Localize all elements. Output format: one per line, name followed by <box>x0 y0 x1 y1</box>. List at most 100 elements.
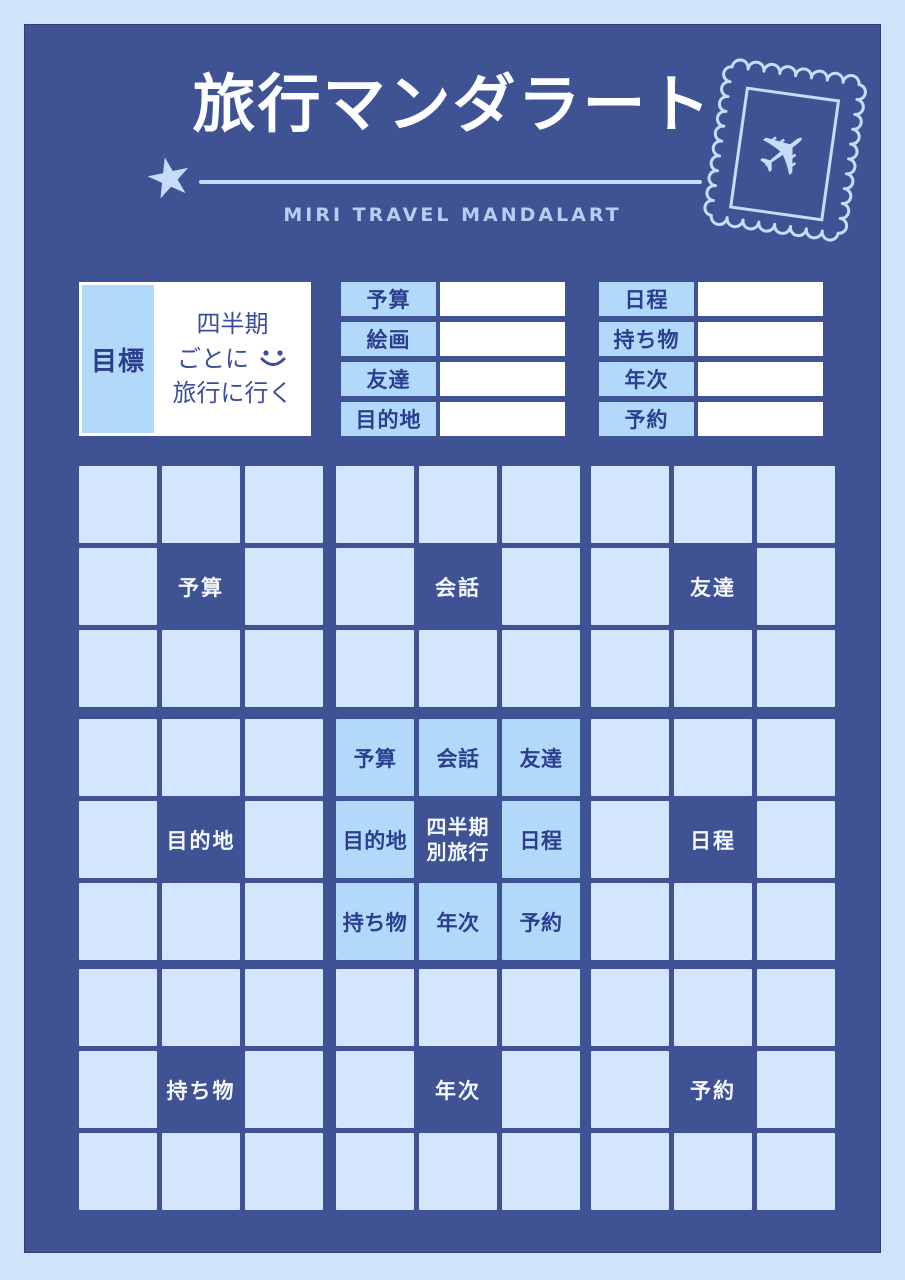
grid-cell[interactable] <box>79 630 157 707</box>
grid-cell[interactable] <box>502 1133 580 1210</box>
page-subtitle: MIRI TRAVEL MANDALART <box>283 204 622 226</box>
grid-cell[interactable] <box>757 883 835 960</box>
grid-cell[interactable] <box>502 969 580 1046</box>
grid-cell[interactable] <box>757 719 835 796</box>
grid-cell[interactable] <box>502 548 580 625</box>
subgrid-center-label: 予算 <box>162 548 240 625</box>
grid-cell[interactable] <box>591 1133 669 1210</box>
grid-cell[interactable] <box>336 1133 414 1210</box>
grid-cell[interactable] <box>591 548 669 625</box>
grid-cell[interactable] <box>162 719 240 796</box>
goal-note[interactable]: 四半期 ごとに 旅行に行く <box>157 285 308 433</box>
grid-cell[interactable] <box>245 719 323 796</box>
grid-cell[interactable] <box>336 466 414 543</box>
center-grid-cell-friends: 友達 <box>502 719 580 796</box>
grid-cell[interactable] <box>591 466 669 543</box>
grid-cell[interactable] <box>502 1051 580 1128</box>
grid-cell[interactable] <box>79 719 157 796</box>
grid-cell[interactable] <box>757 630 835 707</box>
grid-cell[interactable] <box>674 630 752 707</box>
grid-cell[interactable] <box>591 801 669 878</box>
grid-cell[interactable] <box>674 466 752 543</box>
row-label-painting: 絵画 <box>341 322 436 356</box>
page-title: 旅行マンダラート <box>192 68 713 141</box>
grid-cell[interactable] <box>245 630 323 707</box>
center-grid-cell-reservation: 予約 <box>502 883 580 960</box>
center-grid-cell-schedule: 日程 <box>502 801 580 878</box>
core-title-line1: 四半期 <box>426 814 490 839</box>
table-row: 日程 <box>599 282 823 316</box>
grid-cell[interactable] <box>79 466 157 543</box>
grid-cell[interactable] <box>591 883 669 960</box>
grid-cell[interactable] <box>757 801 835 878</box>
grid-cell[interactable] <box>245 801 323 878</box>
grid-cell[interactable] <box>336 969 414 1046</box>
goal-note-line3: 旅行に行く <box>172 379 293 408</box>
row-value-yearly[interactable] <box>698 362 823 396</box>
row-label-reservation: 予約 <box>599 402 694 436</box>
grid-cell[interactable] <box>245 548 323 625</box>
grid-cell[interactable] <box>162 969 240 1046</box>
table-row: 予約 <box>599 402 823 436</box>
row-value-friends[interactable] <box>440 362 565 396</box>
subgrid-center-label: 目的地 <box>162 801 240 878</box>
grid-cell[interactable] <box>419 466 497 543</box>
grid-cell[interactable] <box>79 801 157 878</box>
subgrid-belongings: 持ち物 <box>79 969 323 1210</box>
grid-cell[interactable] <box>591 719 669 796</box>
goal-note-line1: 四半期 <box>196 309 269 338</box>
center-grid-cell-budget: 予算 <box>336 719 414 796</box>
grid-cell[interactable] <box>79 969 157 1046</box>
grid-cell[interactable] <box>336 548 414 625</box>
goal-box: 目標 四半期 ごとに 旅行に行く <box>79 282 311 436</box>
grid-cell[interactable] <box>591 630 669 707</box>
row-value-destination[interactable] <box>440 402 565 436</box>
grid-cell[interactable] <box>419 1133 497 1210</box>
grid-cell[interactable] <box>245 1133 323 1210</box>
grid-cell[interactable] <box>245 1051 323 1128</box>
grid-row-2: 目的地 予算 会話 友達 目的地 四半期 別旅行 日程 持ち物 年次 予約 日程 <box>25 719 880 960</box>
grid-cell[interactable] <box>162 630 240 707</box>
grid-cell[interactable] <box>502 466 580 543</box>
subgrid-center-label: 予約 <box>674 1051 752 1128</box>
grid-cell[interactable] <box>79 883 157 960</box>
row-value-schedule[interactable] <box>698 282 823 316</box>
grid-cell[interactable] <box>757 1133 835 1210</box>
subgrid-destination: 目的地 <box>79 719 323 960</box>
grid-cell[interactable] <box>162 1133 240 1210</box>
grid-cell[interactable] <box>591 1051 669 1128</box>
row-label-budget: 予算 <box>341 282 436 316</box>
row-value-budget[interactable] <box>440 282 565 316</box>
grid-cell[interactable] <box>674 1133 752 1210</box>
smiley-icon <box>260 350 286 366</box>
grid-cell[interactable] <box>336 630 414 707</box>
grid-cell[interactable] <box>79 1051 157 1128</box>
subgrid-center-label: 会話 <box>419 548 497 625</box>
grid-cell[interactable] <box>591 969 669 1046</box>
row-value-belongings[interactable] <box>698 322 823 356</box>
stamp-inner-frame <box>728 86 841 222</box>
grid-cell[interactable] <box>162 466 240 543</box>
grid-cell[interactable] <box>419 969 497 1046</box>
grid-cell[interactable] <box>757 969 835 1046</box>
grid-cell[interactable] <box>757 548 835 625</box>
grid-cell[interactable] <box>245 466 323 543</box>
grid-cell[interactable] <box>757 466 835 543</box>
grid-cell[interactable] <box>79 548 157 625</box>
center-grid: 予算 会話 友達 目的地 四半期 別旅行 日程 持ち物 年次 予約 <box>336 719 580 960</box>
grid-cell[interactable] <box>162 883 240 960</box>
grid-cell[interactable] <box>757 1051 835 1128</box>
grid-cell[interactable] <box>502 630 580 707</box>
grid-cell[interactable] <box>419 630 497 707</box>
grid-cell[interactable] <box>245 883 323 960</box>
grid-cell[interactable] <box>674 969 752 1046</box>
row-label-yearly: 年次 <box>599 362 694 396</box>
grid-cell[interactable] <box>336 1051 414 1128</box>
row-value-reservation[interactable] <box>698 402 823 436</box>
grid-cell[interactable] <box>674 883 752 960</box>
grid-cell[interactable] <box>79 1133 157 1210</box>
row-value-painting[interactable] <box>440 322 565 356</box>
grid-cell[interactable] <box>674 719 752 796</box>
airplane-icon: ✈ <box>741 108 828 199</box>
grid-cell[interactable] <box>245 969 323 1046</box>
